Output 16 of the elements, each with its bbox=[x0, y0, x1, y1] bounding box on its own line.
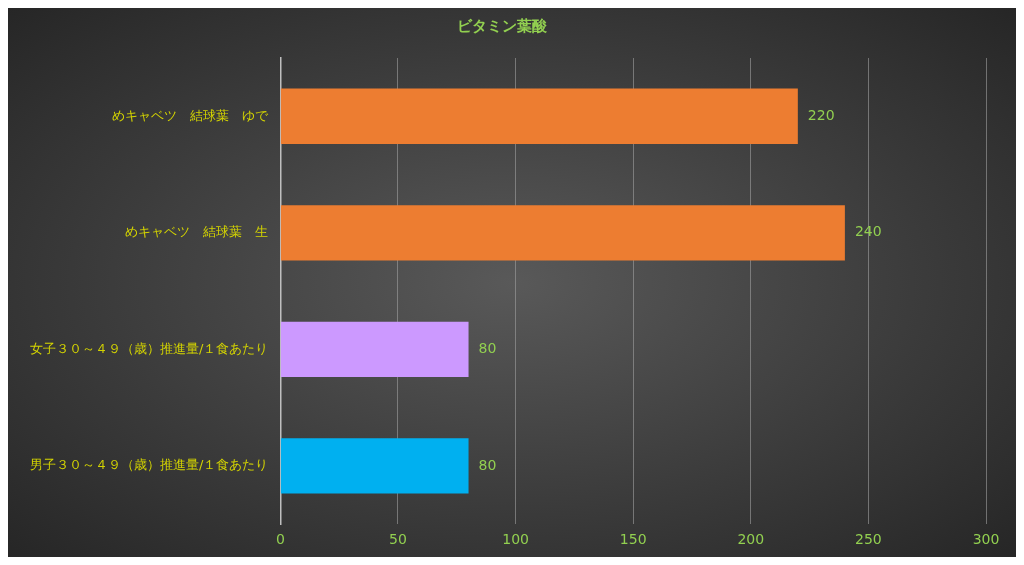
chart-title: ビタミン葉酸 bbox=[457, 16, 548, 35]
x-tick-label: 150 bbox=[619, 531, 647, 548]
y-tick-label: めキャベツ 結球葉 ゆで bbox=[112, 107, 270, 123]
x-tick-label: 0 bbox=[275, 531, 285, 548]
data-label: 80 bbox=[478, 340, 497, 357]
data-label: 80 bbox=[478, 456, 497, 473]
y-tick-label: 女子３０～４９（歳）推進量/１食あたり bbox=[29, 340, 269, 356]
data-label: 240 bbox=[854, 223, 882, 240]
y-tick-label: 男子３０～４９（歳）推進量/１食あたり bbox=[29, 457, 269, 473]
x-tick-label: 300 bbox=[972, 531, 1000, 548]
x-tick-label: 200 bbox=[737, 531, 765, 548]
y-tick-label: めキャベツ 結球葉 生 bbox=[125, 224, 269, 240]
data-label: 220 bbox=[807, 106, 835, 123]
x-tick-label: 250 bbox=[855, 531, 882, 548]
x-tick-label: 50 bbox=[389, 531, 407, 548]
x-tick-label: 100 bbox=[502, 531, 529, 548]
